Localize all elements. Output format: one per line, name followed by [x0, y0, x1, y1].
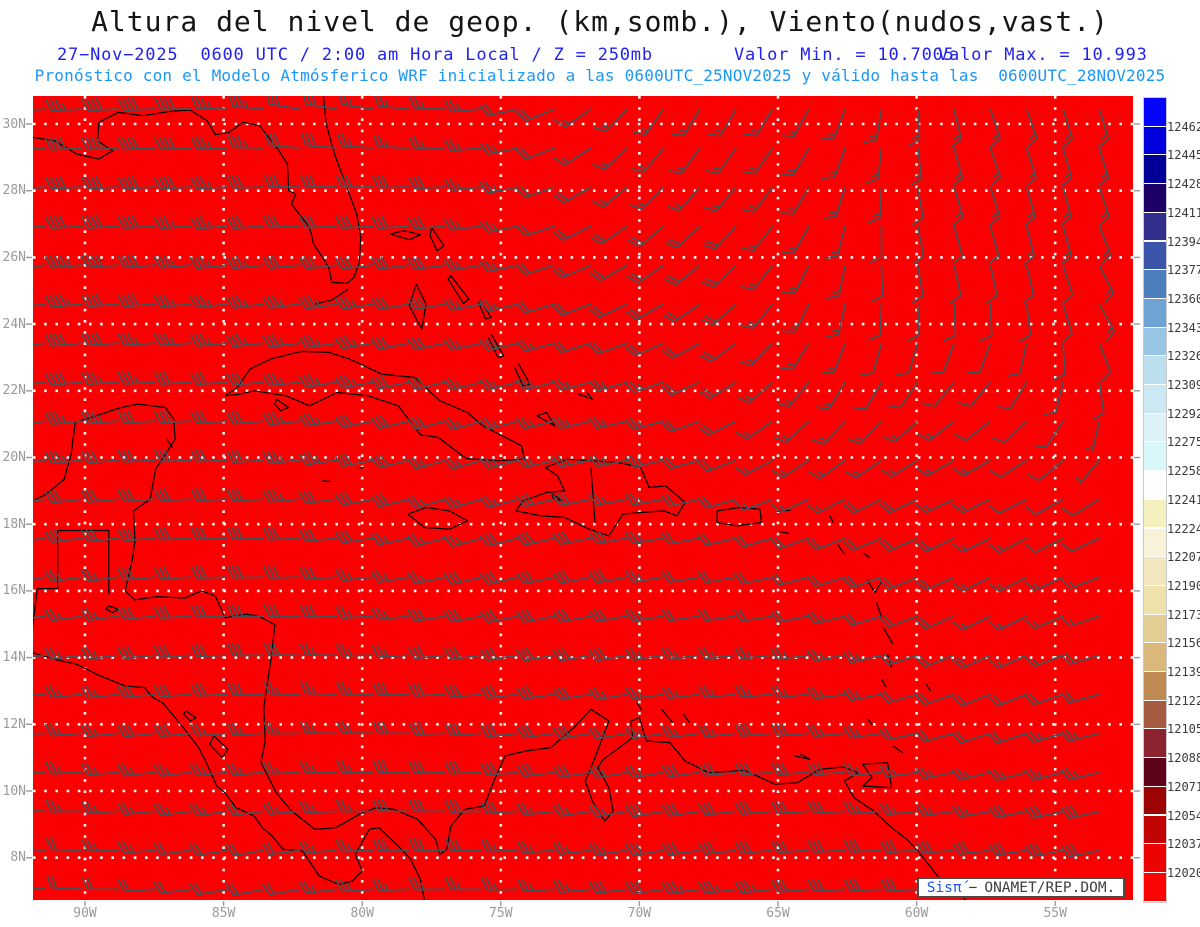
colorbar-label: 12411: [1167, 205, 1200, 220]
colorbar-label: 12071: [1167, 779, 1200, 794]
lat-axis-label: 28N: [2, 183, 26, 199]
datetime-line: 27−Nov−2025 0600 UTC / 2:00 am Hora Loca…: [57, 45, 653, 65]
lat-axis-label: 14N: [2, 650, 26, 666]
colorbar-segment: [1144, 471, 1166, 499]
colorbar-segment: [1144, 643, 1166, 671]
colorbar-segment: [1144, 155, 1166, 184]
lat-axis-label: 8N: [10, 850, 26, 866]
lon-axis-label: 75W: [489, 906, 513, 921]
colorbar-label: 12088: [1167, 751, 1200, 766]
lon-axis-label: 80W: [350, 906, 374, 921]
colorbar-segment: [1144, 557, 1166, 585]
lat-axis-label: 16N: [2, 583, 26, 599]
colorbar-segment: [1144, 184, 1166, 212]
colorbar-label: 12275: [1167, 435, 1200, 450]
colorbar-segment: [1144, 270, 1166, 298]
valor-max-label: Valor Max. = 10.993: [938, 45, 1148, 65]
colorbar-segment: [1144, 126, 1166, 155]
colorbar-label: 12207: [1167, 550, 1200, 565]
colorbar-label: 12190: [1167, 578, 1200, 593]
colorbar-label: 12462: [1167, 119, 1200, 134]
colorbar-label: 12360: [1167, 291, 1200, 306]
watermark-box: Sisπ́ − ONAMET/REP.DOM.: [917, 877, 1125, 898]
valor-min-label: Valor Min. = 10.7005: [734, 45, 955, 65]
watermark-brand: Sisπ́: [926, 879, 962, 896]
lon-axis-label: 90W: [73, 906, 97, 921]
colorbar-segment: [1144, 98, 1166, 126]
colorbar-segment: [1144, 672, 1166, 700]
lon-axis-label: 70W: [627, 906, 652, 921]
colorbar-label: 12343: [1167, 320, 1200, 335]
lon-axis-label: 85W: [211, 906, 236, 921]
colorbar-segment: [1144, 241, 1166, 270]
colorbar-label: 12156: [1167, 636, 1200, 651]
colorbar-label: 12326: [1167, 349, 1200, 364]
forecast-line: Pronóstico con el Modelo Atmósferico WRF…: [34, 66, 1166, 85]
watermark-separator: −: [968, 879, 978, 896]
colorbar-label: 12394: [1167, 234, 1200, 249]
colorbar-label: 12258: [1167, 464, 1200, 479]
colorbar-label: 12445: [1167, 148, 1200, 163]
colorbar-segment: [1144, 815, 1166, 844]
colorbar-label: 12173: [1167, 607, 1200, 622]
colorbar-label: 12309: [1167, 378, 1200, 392]
lon-axis-label: 55W: [1043, 906, 1067, 921]
colorbar: [1143, 97, 1167, 903]
colorbar-segment: [1144, 356, 1166, 384]
colorbar-segment: [1144, 729, 1166, 758]
colorbar-segment: [1144, 298, 1166, 327]
page-title: Altura del nivel de geop. (km,somb.), Vi…: [91, 5, 1109, 38]
lat-axis-label: 20N: [2, 450, 26, 465]
colorbar-segment: [1144, 786, 1166, 815]
lat-axis-label: 18N: [2, 516, 26, 532]
axis-ticks: [26, 123, 1140, 906]
colorbar-label: 12428: [1167, 177, 1200, 192]
watermark-org: ONAMET/REP.DOM.: [984, 879, 1116, 896]
colorbar-segment: [1144, 212, 1166, 241]
colorbar-segment: [1144, 413, 1166, 442]
lat-axis-label: 10N: [2, 783, 26, 799]
colorbar-label: 12122: [1167, 693, 1200, 708]
colorbar-segment: [1144, 442, 1166, 471]
colorbar-segment: [1144, 700, 1166, 729]
colorbar-segment: [1144, 872, 1166, 901]
colorbar-label: 12224: [1167, 521, 1200, 536]
colorbar-label: 12054: [1167, 808, 1200, 823]
colorbar-label: 12037: [1167, 837, 1200, 852]
lat-axis-label: 22N: [2, 383, 26, 399]
colorbar-segment: [1144, 499, 1166, 528]
colorbar-segment: [1144, 327, 1166, 356]
lat-axis-label: 24N: [2, 316, 26, 332]
colorbar-segment: [1144, 614, 1166, 643]
colorbar-label: 12105: [1167, 722, 1200, 737]
colorbar-segment: [1144, 844, 1166, 872]
lat-axis-label: 30N: [2, 116, 26, 132]
colorbar-label: 12377: [1167, 263, 1200, 278]
colorbar-label: 12020: [1167, 865, 1200, 880]
field-shading: [33, 96, 1133, 900]
colorbar-label: 12241: [1167, 492, 1200, 507]
colorbar-segment: [1144, 758, 1166, 786]
lon-axis-label: 60W: [904, 906, 929, 921]
colorbar-label: 12139: [1167, 665, 1200, 679]
colorbar-label: 12292: [1167, 406, 1200, 421]
lat-axis-label: 26N: [2, 249, 26, 265]
colorbar-segment: [1144, 528, 1166, 557]
colorbar-segment: [1144, 585, 1166, 614]
wind-barbs: [33, 96, 1116, 896]
lon-axis-label: 65W: [766, 906, 790, 921]
lat-axis-label: 12N: [2, 716, 26, 732]
colorbar-segment: [1144, 385, 1166, 413]
